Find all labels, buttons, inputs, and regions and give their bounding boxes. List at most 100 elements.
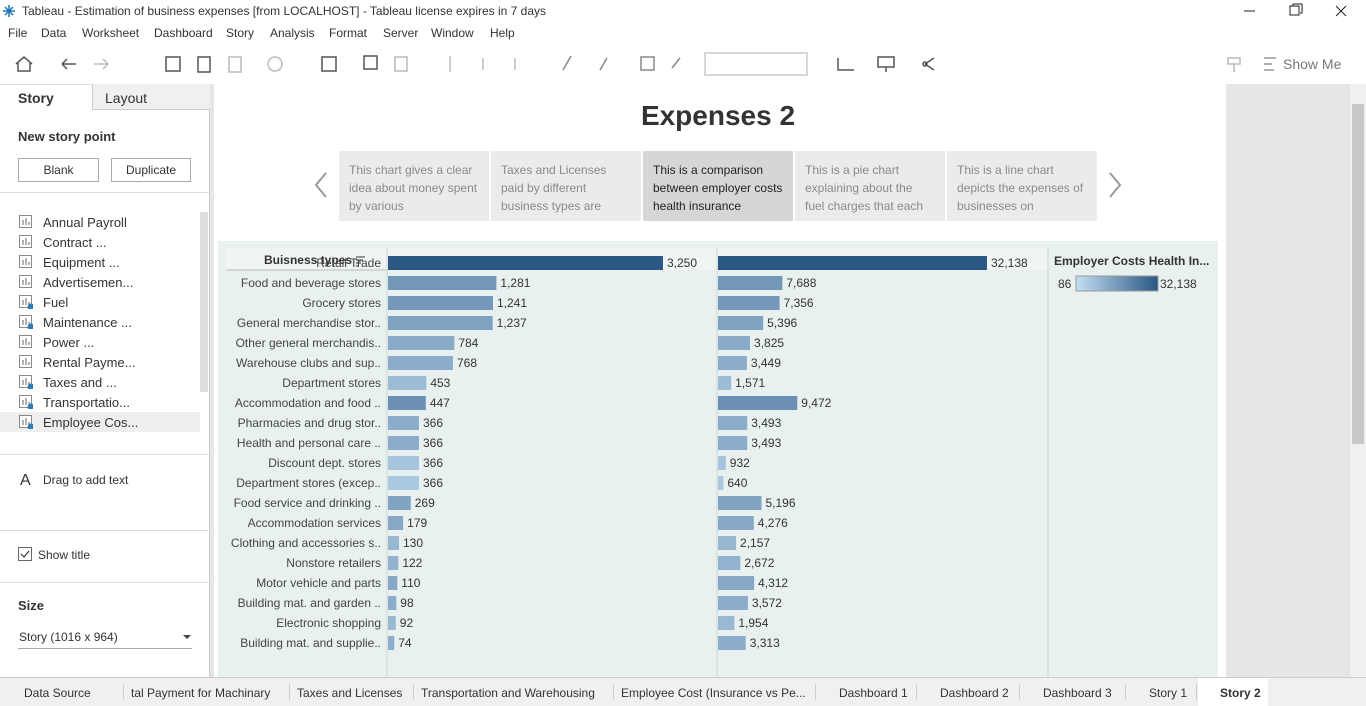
tab-separator	[1125, 684, 1126, 700]
sheet-tab[interactable]: Data Source	[24, 686, 91, 700]
menu-item[interactable]: File	[8, 26, 28, 40]
sheet-name[interactable]: Advertisemen...	[43, 275, 134, 290]
story-point-caption[interactable]: Taxes and Licenses paid by different bus…	[501, 163, 607, 213]
bar	[718, 596, 748, 610]
toolbar-icons	[15, 52, 1276, 76]
sheet-name[interactable]: Contract ...	[43, 235, 107, 250]
category-label: Accommodation services	[248, 516, 381, 530]
dropdown-arrow[interactable]	[182, 633, 192, 641]
sheet-tab[interactable]: Story 2	[1220, 686, 1261, 700]
window-controls[interactable]	[1240, 0, 1360, 22]
app-icon	[3, 5, 15, 17]
category-label: Department stores	[282, 376, 381, 390]
sheet-list: Annual Payroll Contract ... Equipment ... A…	[0, 212, 200, 442]
value-label: 640	[727, 476, 747, 490]
bar	[718, 576, 755, 590]
story-point-caption[interactable]: This is a line chart depicts the expense…	[957, 163, 1084, 213]
story-point-caption[interactable]: This is a comparison between employer co…	[653, 163, 783, 213]
category-label: Accommodation and food ..	[235, 396, 381, 410]
bar	[388, 436, 419, 450]
story-point-caption[interactable]: This chart gives a clear idea about mone…	[349, 163, 478, 213]
value-label: 366	[423, 436, 443, 450]
sheet-name[interactable]: Annual Payroll	[43, 215, 127, 230]
story-point[interactable]: This chart gives a clear idea about mone…	[339, 151, 489, 221]
sheet-name[interactable]: Employee Cos...	[43, 415, 139, 430]
sheet-name[interactable]: Rental Payme...	[43, 355, 136, 370]
value-label: 122	[402, 556, 422, 570]
sheet-item[interactable]: Power ...	[0, 332, 200, 352]
story-point-caption[interactable]: This is a pie chart explaining about the…	[805, 163, 924, 213]
bar	[718, 436, 748, 450]
sheet-item[interactable]: Transportatio...	[0, 392, 200, 412]
sheet-tab[interactable]: Taxes and Licenses	[297, 686, 403, 700]
bar	[718, 356, 747, 370]
bar	[388, 616, 396, 630]
tab-separator	[123, 684, 124, 700]
story-point[interactable]: This is a comparison between employer co…	[643, 151, 793, 221]
sheet-name[interactable]: Power ...	[43, 335, 95, 350]
menu-bar: File Data Worksheet Dashboard Story Analysis F…	[0, 22, 1366, 44]
story-point[interactable]: This is a pie chart explaining about the…	[795, 151, 945, 221]
bar	[388, 456, 419, 470]
value-label: 98	[400, 596, 414, 610]
sheet-name[interactable]: Taxes and ...	[43, 375, 117, 390]
menu-item[interactable]: Data	[41, 26, 67, 40]
menu-item[interactable]: Story	[226, 26, 255, 40]
bar	[388, 396, 426, 410]
value-label: 130	[403, 536, 423, 550]
prev-arrow[interactable]	[312, 170, 332, 200]
sheet-tab[interactable]: Dashboard 3	[1043, 686, 1112, 700]
sheet-item[interactable]: Contract ...	[0, 232, 200, 252]
value-label: 7,356	[784, 296, 814, 310]
story-point[interactable]: Taxes and Licenses paid by different bus…	[491, 151, 641, 221]
sheet-name[interactable]: Transportatio...	[43, 395, 130, 410]
size-dropdown[interactable]: Story (1016 x 964)	[19, 630, 118, 644]
sheet-item[interactable]: Fuel	[0, 292, 200, 312]
sheet-tab[interactable]: Employee Cost (Insurance vs Pe...	[621, 686, 806, 700]
layout-tab-bg[interactable]	[92, 84, 210, 110]
sheet-item[interactable]: Rental Payme...	[0, 352, 200, 372]
value-label: 1,281	[500, 276, 530, 290]
next-arrow[interactable]	[1106, 170, 1126, 200]
story-point[interactable]: This is a line chart depicts the expense…	[947, 151, 1097, 221]
value-label: 74	[398, 636, 412, 650]
sheet-item[interactable]: Employee Cos...	[0, 412, 200, 432]
menu-item[interactable]: Analysis	[270, 26, 315, 40]
layout-tab[interactable]: Layout	[105, 90, 148, 106]
menu-item[interactable]: Window	[431, 26, 474, 40]
sheet-item[interactable]: Annual Payroll	[0, 212, 200, 232]
sheet-tab[interactable]: Dashboard 1	[839, 686, 908, 700]
menu-item[interactable]: Dashboard	[154, 26, 213, 40]
menu-item[interactable]: Help	[490, 26, 515, 40]
show-me-button[interactable]: Show Me	[1283, 56, 1342, 72]
blank-button[interactable]: Blank	[18, 158, 99, 182]
menu-item[interactable]: Worksheet	[82, 26, 140, 40]
sheet-tab[interactable]: Dashboard 2	[940, 686, 1009, 700]
sheet-tab[interactable]: tal Payment for Machinary	[131, 686, 271, 700]
sheet-item[interactable]: Equipment ...	[0, 252, 200, 272]
sheet-tab[interactable]: Story 1	[1149, 686, 1188, 700]
category-label: Food and beverage stores	[241, 276, 381, 290]
sheet-item[interactable]: Maintenance ...	[0, 312, 200, 332]
scrollbar	[200, 212, 208, 392]
active-tab-bg[interactable]	[1198, 678, 1268, 706]
bar	[388, 256, 663, 270]
show-title-checkbox[interactable]	[18, 547, 32, 561]
value-label: 5,196	[765, 496, 795, 510]
bar	[388, 636, 395, 650]
menu-item[interactable]: Format	[329, 26, 368, 40]
window-title: Tableau - Estimation of business expense…	[22, 4, 547, 18]
sheet-item[interactable]: Advertisemen...	[0, 272, 200, 292]
story-tab[interactable]: Story	[18, 90, 54, 106]
menu-item[interactable]: Server	[383, 26, 419, 40]
drag-text-object[interactable]: Drag to add text	[43, 473, 129, 487]
sheet-tab[interactable]: Transportation and Warehousing	[421, 686, 595, 700]
duplicate-button[interactable]: Duplicate	[111, 158, 191, 182]
show-title-label[interactable]: Show title	[38, 548, 91, 562]
sheet-name[interactable]: Fuel	[43, 295, 69, 310]
sheet-name[interactable]: Maintenance ...	[43, 315, 132, 330]
sheet-item[interactable]: Taxes and ...	[0, 372, 200, 392]
sheet-name[interactable]: Equipment ...	[43, 255, 120, 270]
bar	[718, 376, 732, 390]
value-label: 366	[423, 416, 443, 430]
